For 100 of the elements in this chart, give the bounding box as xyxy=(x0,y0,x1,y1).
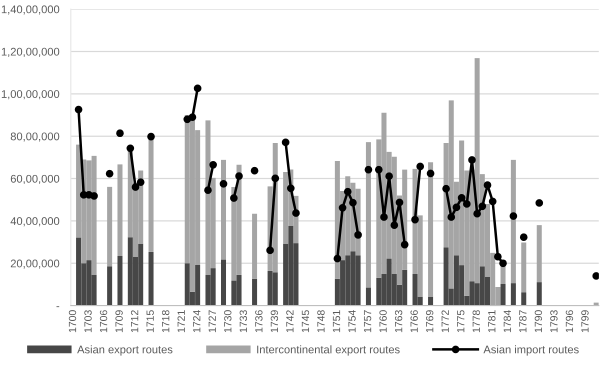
point xyxy=(535,199,544,207)
point xyxy=(106,170,114,178)
point xyxy=(390,221,398,229)
x-tick-label: 1778 xyxy=(472,310,480,332)
point xyxy=(411,216,419,224)
x-tick-label: 1781 xyxy=(488,310,496,332)
point xyxy=(494,252,502,261)
bar xyxy=(500,284,506,306)
x-tick-label: 1739 xyxy=(270,310,278,332)
point xyxy=(188,113,196,121)
x-tick-label: 1796 xyxy=(566,310,574,332)
point xyxy=(147,132,155,140)
point xyxy=(473,210,481,218)
x-tick-label: 1748 xyxy=(317,310,325,332)
bar xyxy=(107,186,112,266)
y-tick-label: 1,00,00,000 xyxy=(2,90,60,100)
x-tick-label: 1724 xyxy=(193,310,200,332)
x-tick-label: 1742 xyxy=(286,310,294,332)
point xyxy=(447,213,456,221)
point xyxy=(364,166,372,174)
y-tick-label: 1,20,00,000 xyxy=(2,48,60,57)
point xyxy=(344,188,352,196)
point xyxy=(468,156,476,164)
x-tick-label: 1754 xyxy=(348,310,356,332)
point xyxy=(338,204,346,212)
point xyxy=(462,200,471,208)
x-tick-label: 1766 xyxy=(410,310,418,332)
x-tick-label: 1718 xyxy=(162,310,170,332)
bar xyxy=(428,296,434,306)
x-tick-label: 1787 xyxy=(519,310,527,332)
x-tick-label: 1790 xyxy=(534,310,542,332)
point xyxy=(396,198,404,206)
point xyxy=(458,194,466,202)
x-tick-label: 1799 xyxy=(581,310,589,332)
point xyxy=(488,198,496,206)
point xyxy=(90,192,98,200)
bar xyxy=(428,162,434,297)
legend-label: Intercontinental export routes xyxy=(257,345,400,356)
point xyxy=(286,184,295,192)
x-tick-label: 1757 xyxy=(364,310,372,332)
bar xyxy=(117,164,122,256)
point xyxy=(250,166,258,175)
point xyxy=(235,172,243,180)
x-tick-label: 1784 xyxy=(504,310,512,332)
point xyxy=(271,174,280,182)
bar xyxy=(252,278,258,306)
point xyxy=(136,178,144,186)
y-tick-label: 1,40,00,000 xyxy=(2,5,60,15)
point xyxy=(132,183,140,191)
point xyxy=(400,240,408,248)
x-tick-label: 1745 xyxy=(302,310,310,332)
point xyxy=(334,254,342,262)
bar xyxy=(107,266,112,306)
point xyxy=(592,272,599,280)
x-tick-label: 1793 xyxy=(550,310,558,332)
bar xyxy=(536,282,542,306)
x-tick-label: 1751 xyxy=(332,310,340,332)
x-tick-label: 1709 xyxy=(115,310,123,332)
bar xyxy=(521,292,526,306)
bar xyxy=(220,160,226,260)
x-tick-label: 1772 xyxy=(442,310,449,332)
bar xyxy=(510,160,516,284)
point xyxy=(292,209,300,217)
point xyxy=(230,194,238,202)
point xyxy=(510,212,518,220)
x-tick-label: 1730 xyxy=(224,310,232,332)
y-tick-label: 80,00,000 xyxy=(10,132,60,142)
bar xyxy=(510,283,516,306)
x-tick-label: 1763 xyxy=(394,310,402,332)
legend-label: Asian export routes xyxy=(77,345,172,356)
x-tick-label: 1721 xyxy=(178,310,185,332)
point xyxy=(442,184,450,193)
bar xyxy=(252,214,258,279)
x-tick-label: 1727 xyxy=(208,310,216,332)
point xyxy=(520,233,528,242)
y-tick-label: 40,00,000 xyxy=(10,217,60,226)
point xyxy=(209,160,217,169)
y-tick-label: - xyxy=(56,306,60,308)
y-tick-label: 60,00,000 xyxy=(10,174,60,184)
point xyxy=(220,180,228,188)
point xyxy=(282,138,290,146)
x-tick-label: 1736 xyxy=(255,310,263,332)
point xyxy=(484,181,492,189)
x-tick-label: 1706 xyxy=(100,310,108,332)
point xyxy=(116,129,124,138)
point xyxy=(385,172,393,180)
x-tick-label: 1769 xyxy=(426,310,434,332)
point xyxy=(204,186,212,194)
point xyxy=(194,84,202,92)
point xyxy=(349,198,357,207)
point xyxy=(452,204,460,212)
point xyxy=(354,231,362,239)
point xyxy=(426,170,434,178)
x-tick-label: 1712 xyxy=(130,310,138,332)
point xyxy=(266,246,274,254)
bar xyxy=(220,260,226,306)
bar xyxy=(148,139,154,252)
x-tick-label: 1715 xyxy=(146,310,154,332)
x-tick-label: 1703 xyxy=(84,310,92,332)
point xyxy=(380,213,388,221)
